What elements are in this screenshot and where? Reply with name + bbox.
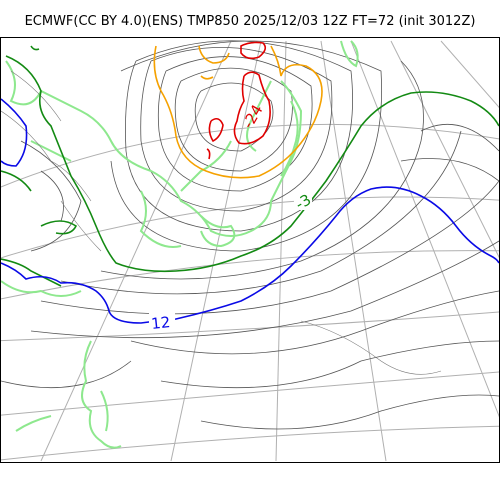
coastline xyxy=(340,40,359,68)
isobar xyxy=(1,360,132,389)
isobar xyxy=(157,56,313,192)
border xyxy=(300,320,442,375)
contour-line xyxy=(1,186,499,324)
isobar xyxy=(160,340,499,389)
longitude-line xyxy=(440,40,499,109)
contour-minus12 xyxy=(153,45,323,179)
contour-line xyxy=(30,45,40,51)
isobar xyxy=(140,47,333,212)
isobar xyxy=(125,40,353,232)
isobars xyxy=(1,40,499,430)
isobar xyxy=(110,40,383,252)
longitude-line xyxy=(350,40,499,418)
contour-line xyxy=(1,170,32,192)
coastline xyxy=(15,415,52,432)
contour-line xyxy=(208,117,224,143)
land-borders xyxy=(1,70,442,375)
contour-line xyxy=(233,71,271,145)
latitude-line xyxy=(1,196,499,259)
latitude-line xyxy=(1,371,499,416)
contour-line xyxy=(5,55,499,273)
longitude-line xyxy=(390,40,499,259)
isobar xyxy=(174,67,293,172)
latitude-line xyxy=(1,425,499,461)
contour-line xyxy=(200,75,214,80)
map-title: ECMWF(CC BY 4.0)(ENS) TMP850 2025/12/03 … xyxy=(24,14,476,29)
isobar xyxy=(130,290,499,355)
contour-minus3 xyxy=(1,45,499,287)
contour-label-plus12: 12 xyxy=(150,313,171,333)
longitude-line xyxy=(170,40,262,462)
isobar xyxy=(194,82,274,152)
contour-line xyxy=(198,45,230,64)
longitude-line xyxy=(40,40,232,462)
latitude-line xyxy=(1,311,499,342)
isobar xyxy=(40,170,64,222)
isobar xyxy=(20,140,82,252)
contour-line xyxy=(1,98,28,167)
contour-line xyxy=(153,45,323,179)
coastline xyxy=(81,340,122,449)
border xyxy=(1,110,92,202)
contour-label-minus3: -3 xyxy=(292,190,314,213)
contour-line xyxy=(40,220,78,235)
weather-map: -24 -3 12 xyxy=(0,37,500,463)
coastlines xyxy=(1,40,359,449)
coastline xyxy=(100,390,109,432)
coastline xyxy=(200,215,236,248)
coastline xyxy=(180,140,232,192)
isobar xyxy=(60,130,462,295)
contour-line xyxy=(240,41,267,60)
coastline xyxy=(30,140,72,162)
longitude-line xyxy=(275,40,287,462)
coastline xyxy=(139,190,182,248)
border xyxy=(60,200,102,252)
border xyxy=(10,70,62,122)
latitude-line xyxy=(1,123,499,188)
isobar xyxy=(400,158,499,182)
contour-label-bg-plus12 xyxy=(149,312,175,330)
contour-minus24 xyxy=(206,41,271,160)
contour-plus12 xyxy=(1,98,499,324)
isobar xyxy=(200,394,499,430)
coastline xyxy=(1,280,82,297)
contour-line xyxy=(206,148,211,160)
coastline xyxy=(5,60,303,237)
coastline xyxy=(280,100,299,177)
isobar xyxy=(100,60,424,280)
contour-label-bg-minus3 xyxy=(294,194,312,210)
isobar xyxy=(420,124,499,152)
latitude-line xyxy=(1,250,499,300)
contour-line xyxy=(1,258,62,287)
isobar xyxy=(30,240,499,339)
isobar xyxy=(40,180,499,315)
